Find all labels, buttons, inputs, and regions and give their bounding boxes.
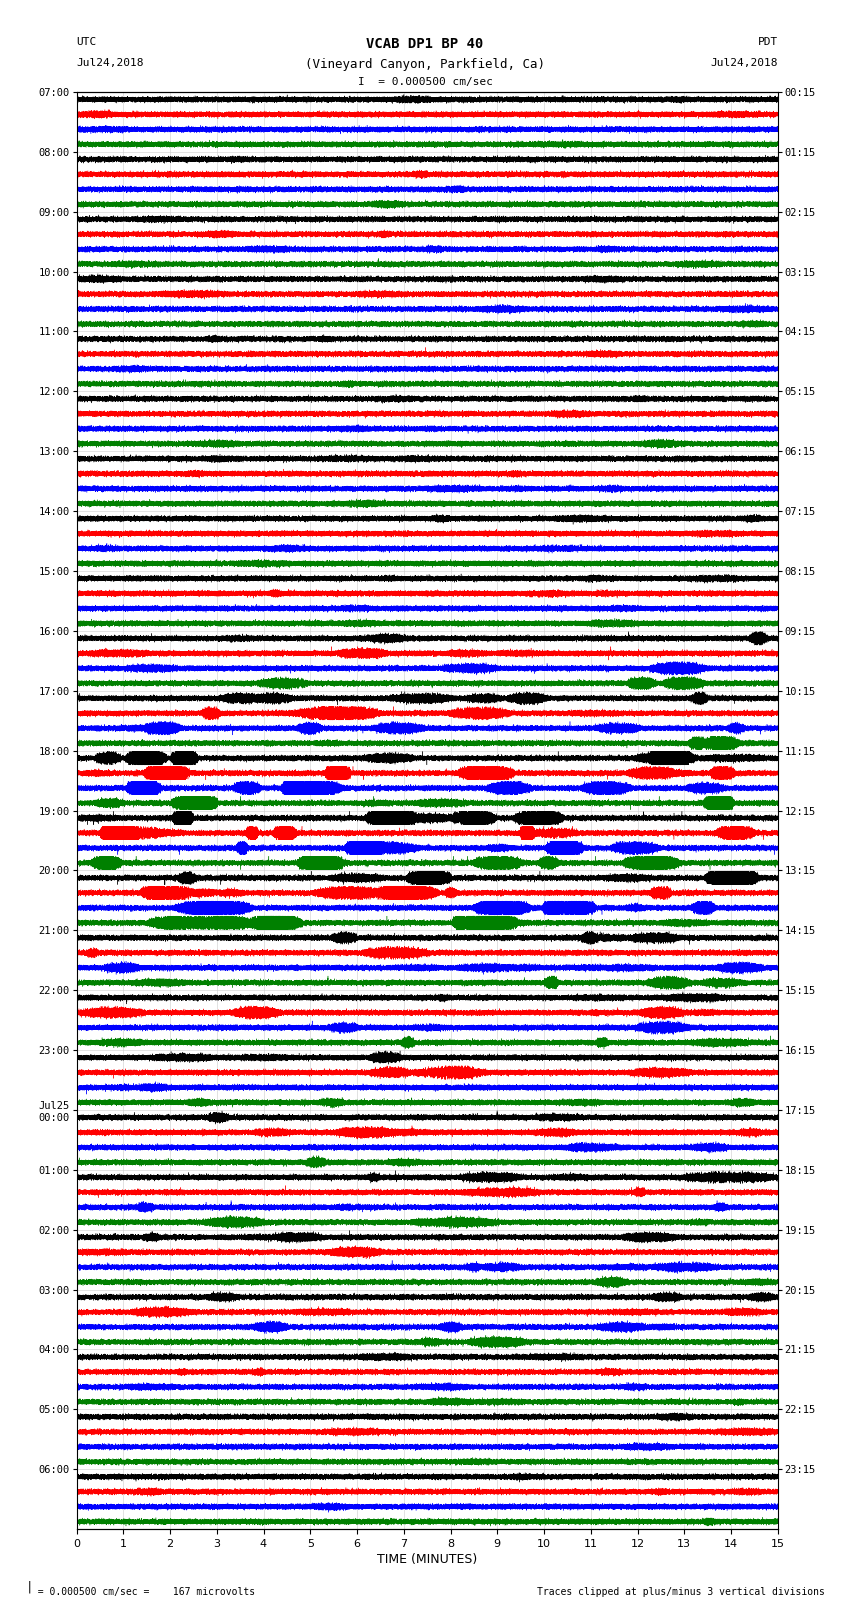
X-axis label: TIME (MINUTES): TIME (MINUTES) bbox=[377, 1553, 477, 1566]
Text: I  = 0.000500 cm/sec: I = 0.000500 cm/sec bbox=[358, 77, 492, 87]
Text: PDT: PDT bbox=[757, 37, 778, 47]
Text: Traces clipped at plus/minus 3 vertical divisions: Traces clipped at plus/minus 3 vertical … bbox=[536, 1587, 824, 1597]
Text: Jul24,2018: Jul24,2018 bbox=[711, 58, 778, 68]
Text: (Vineyard Canyon, Parkfield, Ca): (Vineyard Canyon, Parkfield, Ca) bbox=[305, 58, 545, 71]
Text: VCAB DP1 BP 40: VCAB DP1 BP 40 bbox=[366, 37, 484, 52]
Text: = 0.000500 cm/sec =    167 microvolts: = 0.000500 cm/sec = 167 microvolts bbox=[26, 1587, 255, 1597]
Text: Jul24,2018: Jul24,2018 bbox=[76, 58, 144, 68]
Text: UTC: UTC bbox=[76, 37, 97, 47]
Text: |: | bbox=[26, 1581, 33, 1594]
